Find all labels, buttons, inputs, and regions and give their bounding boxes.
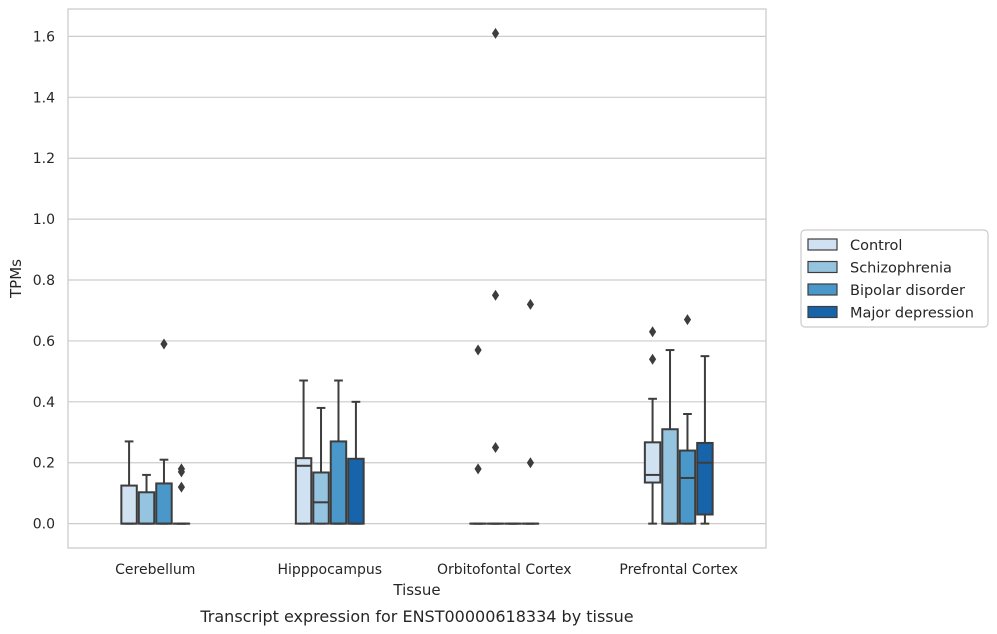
x-axis-label: Tissue	[392, 581, 440, 599]
outlier-point	[160, 338, 168, 350]
box-schizophrenia	[661, 349, 679, 525]
outlier-point	[474, 344, 482, 356]
box-schizophrenia	[137, 473, 156, 525]
box-control	[643, 326, 662, 525]
legend-frame	[800, 229, 989, 328]
x-tick-label: Orbitofontal Cortex	[437, 562, 572, 578]
outlier-point	[177, 466, 186, 478]
legend-swatch	[807, 238, 838, 251]
box-bipolar-disorder	[329, 379, 348, 525]
y-tick-label: 1.2	[33, 151, 55, 167]
y-tick-label: 1.4	[33, 90, 55, 106]
box-control	[469, 344, 487, 525]
chart-caption: Transcript expression for ENST0000061833…	[199, 607, 633, 626]
legend-swatch	[807, 305, 838, 319]
y-tick-label: 0.0	[33, 517, 55, 533]
outlier-point	[491, 27, 500, 39]
box-major-depression	[347, 400, 365, 525]
plot-frame	[67, 8, 767, 549]
outlier-point	[177, 481, 186, 493]
box-major-depression	[521, 298, 540, 525]
y-tick-label: 0.4	[33, 395, 55, 411]
outlier-point	[491, 289, 500, 301]
box-body	[329, 440, 348, 525]
y-tick-label: 0.8	[33, 273, 55, 289]
x-tick-label: Hipppocampus	[277, 562, 382, 578]
x-tick-labels: Cerebellum Hipppocampus Orbitofontal Corte…	[115, 562, 738, 578]
y-tick-label: 0.6	[33, 334, 55, 350]
y-tick-labels: 0.0 0.2 0.4 0.6 0.8 1.0 1.2 1.4 1.6	[33, 29, 55, 532]
box-body	[312, 471, 330, 525]
box-body	[661, 428, 679, 525]
legend-label: Bipolar disorder	[850, 283, 965, 299]
box-bipolar-disorder	[678, 314, 697, 525]
box-major-depression	[172, 463, 191, 525]
box-control	[294, 379, 313, 525]
legend-swatch	[807, 260, 838, 274]
box-body	[155, 482, 173, 525]
y-axis-label: TPMs	[7, 259, 25, 299]
y-tick-label: 0.2	[33, 456, 55, 472]
legend-label: Schizophrenia	[850, 261, 952, 277]
outlier-point	[491, 442, 500, 454]
box-body	[294, 457, 313, 525]
box-schizophrenia	[486, 27, 505, 525]
box-body	[696, 441, 714, 516]
box-control	[120, 440, 138, 525]
outlier-point	[526, 457, 535, 469]
y-tick-label: 1.0	[33, 212, 55, 228]
x-tick-label: Prefrontal Cortex	[619, 562, 738, 578]
legend-label: Major depression	[850, 306, 974, 322]
box-body	[347, 457, 365, 525]
legend-swatch	[807, 283, 838, 296]
box-plot-marks	[120, 27, 714, 525]
outlier-point	[683, 314, 692, 326]
legend: Control Schizophrenia Bipolar disorder Majo…	[800, 229, 989, 328]
box-bipolar-disorder	[155, 338, 173, 525]
box-body	[643, 441, 662, 484]
box-body	[137, 491, 156, 525]
outlier-point	[526, 298, 535, 310]
box-body	[120, 484, 138, 525]
box-major-depression	[696, 355, 714, 525]
outlier-point	[648, 326, 657, 338]
y-tick-label: 1.6	[33, 29, 55, 45]
box-body	[678, 449, 697, 525]
outlier-point	[474, 463, 482, 475]
x-tick-label: Cerebellum	[115, 562, 195, 578]
outlier-point	[648, 353, 657, 365]
legend-label: Control	[850, 238, 902, 254]
grid-lines	[68, 35, 766, 525]
box-schizophrenia	[312, 406, 330, 525]
